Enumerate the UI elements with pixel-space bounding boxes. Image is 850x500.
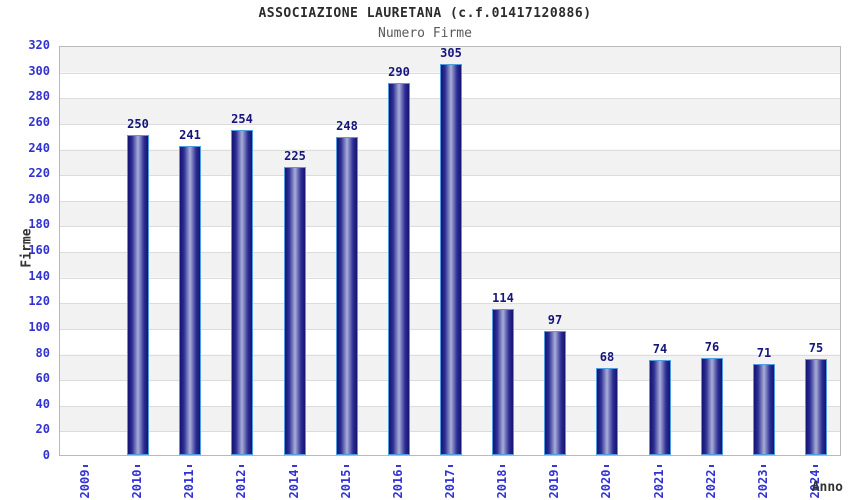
y-tick-label: 60 <box>35 371 50 385</box>
x-tick-label-2015: 2015 <box>339 469 353 499</box>
x-tick-mark <box>239 465 244 467</box>
x-tick-label-2011: 2011 <box>182 469 196 499</box>
x-tick-mark <box>761 465 766 467</box>
y-tick-label: 260 <box>28 115 50 129</box>
x-tick-mark <box>187 465 192 467</box>
bar-value-label: 75 <box>808 341 824 355</box>
bar-2010 <box>127 135 149 455</box>
x-tick-label-2020: 2020 <box>599 469 613 499</box>
x-tick-label-2012: 2012 <box>234 469 248 499</box>
y-tick-label: 20 <box>35 422 50 436</box>
y-tick-label: 120 <box>28 294 50 308</box>
x-tick-mark <box>135 465 140 467</box>
y-tick-label: 200 <box>28 192 50 206</box>
bar-value-label: 250 <box>127 117 149 131</box>
plot-area: 250 241 254 225 248 290 305 114 97 68 74 76 71 75 <box>59 46 841 456</box>
bar-value-label: 76 <box>704 340 720 354</box>
y-tick-label: 40 <box>35 397 50 411</box>
x-tick-label-2019: 2019 <box>547 469 561 499</box>
bar-2018 <box>492 309 514 455</box>
bar-value-label: 248 <box>336 119 358 133</box>
bar-2015 <box>336 137 358 455</box>
chart-title: ASSOCIAZIONE LAURETANA (c.f.01417120886) <box>258 6 592 21</box>
bar-2021 <box>649 360 671 455</box>
bar-2014 <box>284 167 306 455</box>
x-tick-label-2021: 2021 <box>652 469 666 499</box>
bar-2019 <box>544 331 566 455</box>
bar-2023 <box>753 364 775 455</box>
x-tick-mark <box>83 465 88 467</box>
bar-value-label: 97 <box>547 313 563 327</box>
y-tick-label: 280 <box>28 89 50 103</box>
x-tick-label-2014: 2014 <box>287 469 301 499</box>
bar-value-label: 254 <box>231 112 253 126</box>
x-tick-label-2018: 2018 <box>495 469 509 499</box>
bar-2024 <box>805 359 827 455</box>
y-tick-label: 240 <box>28 141 50 155</box>
x-tick-mark <box>604 465 609 467</box>
bar-value-label: 74 <box>652 342 668 356</box>
x-tick-label-2022: 2022 <box>704 469 718 499</box>
bar-value-label: 290 <box>388 65 410 79</box>
bar-2012 <box>231 130 253 455</box>
bar-value-label: 305 <box>440 46 462 60</box>
x-tick-mark <box>292 465 297 467</box>
x-tick-mark <box>813 465 818 467</box>
x-tick-mark <box>396 465 401 467</box>
x-tick-label-2023: 2023 <box>756 469 770 499</box>
bar-2020 <box>596 368 618 455</box>
bar-2017 <box>440 64 462 455</box>
x-tick-label-2009: 2009 <box>78 469 92 499</box>
x-axis-title: Anno <box>811 480 843 495</box>
y-tick-label: 80 <box>35 346 50 360</box>
bar-2022 <box>701 358 723 455</box>
x-tick-mark <box>500 465 505 467</box>
x-tick-mark <box>344 465 349 467</box>
y-tick-label: 140 <box>28 269 50 283</box>
bar-value-label: 225 <box>284 149 306 163</box>
chart-subtitle: Numero Firme <box>378 26 472 41</box>
x-tick-label-2017: 2017 <box>443 469 457 499</box>
y-tick-label: 320 <box>28 38 50 52</box>
y-tick-label: 0 <box>42 448 50 462</box>
x-tick-mark <box>709 465 714 467</box>
y-tick-label: 100 <box>28 320 50 334</box>
x-tick-mark <box>552 465 557 467</box>
x-tick-mark <box>657 465 662 467</box>
bar-2011 <box>179 146 201 455</box>
bar-value-label: 71 <box>756 346 772 360</box>
y-tick-label: 180 <box>28 217 50 231</box>
x-tick-mark <box>448 465 453 467</box>
bar-value-label: 114 <box>492 291 514 305</box>
bar-value-label: 68 <box>599 350 615 364</box>
y-tick-label: 160 <box>28 243 50 257</box>
x-tick-label-2016: 2016 <box>391 469 405 499</box>
bar-2016 <box>388 83 410 455</box>
x-tick-label-2010: 2010 <box>130 469 144 499</box>
y-axis-title: Firme <box>19 228 35 268</box>
bar-value-label: 241 <box>179 128 201 142</box>
y-tick-label: 300 <box>28 64 50 78</box>
y-tick-label: 220 <box>28 166 50 180</box>
